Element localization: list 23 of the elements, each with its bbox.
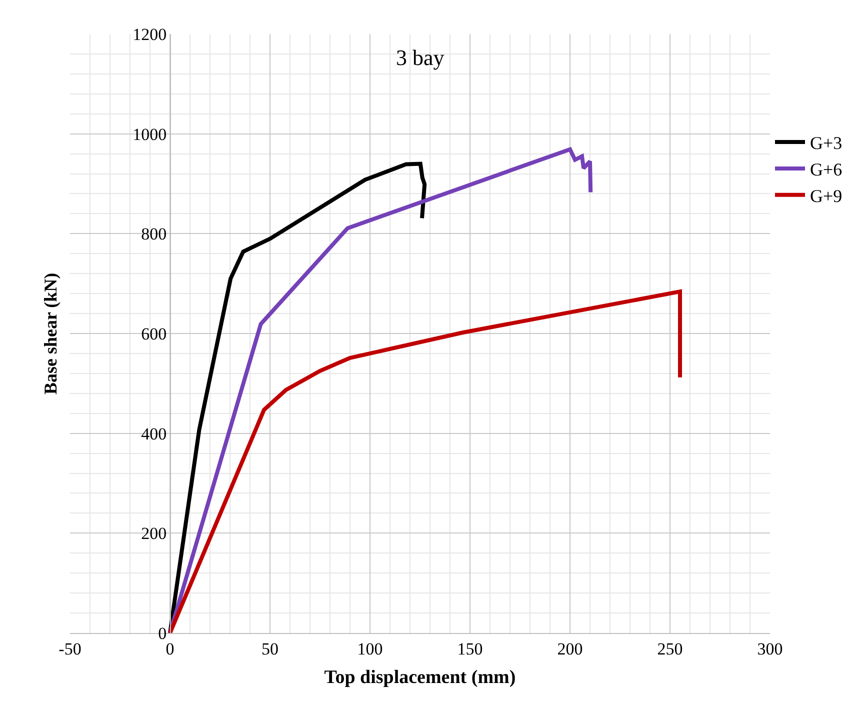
- y-tick-label: 200: [141, 524, 167, 544]
- line-series: [168, 162, 427, 633]
- x-tick-label: 150: [457, 639, 483, 658]
- x-tick-label: 250: [657, 639, 683, 658]
- x-tick-label: 50: [262, 639, 278, 658]
- line-series: [168, 147, 593, 633]
- y-tick-label: 0: [158, 624, 167, 643]
- x-tick-label: 200: [557, 639, 583, 658]
- x-tick-label: 100: [357, 639, 383, 658]
- y-tick-label: 600: [141, 324, 167, 344]
- y-tick-label: 400: [141, 424, 167, 444]
- y-tick-label: 800: [141, 224, 167, 244]
- legend-label: G+6: [810, 159, 842, 180]
- legend-label: G+9: [810, 186, 842, 206]
- y-tick-label: 1200: [132, 24, 167, 44]
- line-series: [168, 290, 682, 633]
- y-tick-label: 1000: [132, 124, 167, 144]
- x-tick-label: -50: [58, 639, 82, 658]
- x-tick-label: 300: [757, 639, 783, 658]
- legend-label: G+3: [810, 133, 842, 154]
- y-axis-title: Base shear (kN): [40, 272, 60, 394]
- text: 3 bay: [396, 45, 444, 70]
- x-axis-title: Top displacement (mm): [324, 667, 516, 688]
